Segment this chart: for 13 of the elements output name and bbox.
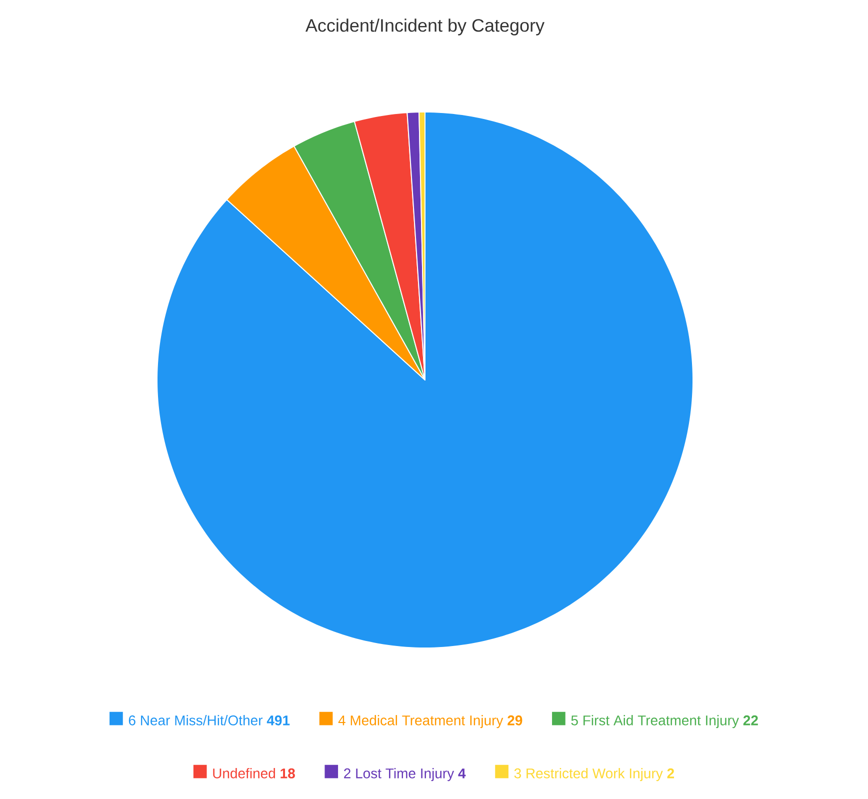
data-label: 2 [667, 768, 674, 778]
legend-label: Undefined [213, 768, 275, 778]
chart-title: Accident/Incident by Category [305, 18, 544, 36]
legend-label: 5 First Aid Treatment Injury [571, 715, 739, 728]
data-label: 29 [508, 715, 522, 726]
legend-label: 4 Medical Treatment Injury [338, 715, 504, 728]
legend-label: 2 Lost Time Injury [344, 768, 454, 782]
legend-label: 6 Near Miss/Hit/Other [128, 715, 263, 726]
legend-label: 3 Restricted Work Injury [514, 768, 663, 782]
data-label: 18 [280, 768, 295, 778]
data-label: 4 [458, 768, 466, 778]
data-label: 22 [743, 715, 758, 726]
data-label: 491 [266, 715, 290, 726]
